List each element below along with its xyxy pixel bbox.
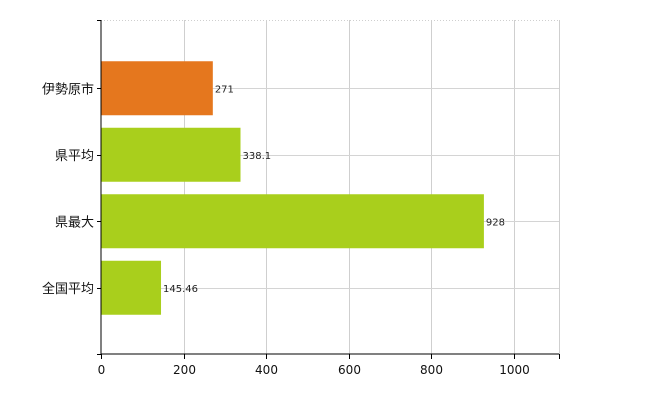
category-label-1: 県平均 <box>55 149 94 164</box>
category-label-2: 県最大 <box>55 215 94 230</box>
bar-2 <box>101 194 484 249</box>
ticks <box>97 20 560 359</box>
bar-0 <box>101 61 213 116</box>
category-label-0: 伊勢原市 <box>42 81 94 97</box>
category-label-3: 全国平均 <box>42 281 94 297</box>
x-tick-label-2: 400 <box>255 363 278 377</box>
bars <box>101 61 484 315</box>
x-tick-label-4: 800 <box>420 363 443 377</box>
data-label-2: 928 <box>486 217 505 228</box>
data-label-1: 338.1 <box>243 151 272 162</box>
x-tick-label-3: 600 <box>338 363 361 377</box>
x-tick-label-5: 1000 <box>499 363 530 377</box>
bar-1 <box>101 127 241 182</box>
gridlines <box>101 20 560 354</box>
x-tick-label-0: 0 <box>98 363 106 377</box>
labels: 271 伊勢原市 338.1 県平均 928 県最大 145.46 全国平均 0 200 400 60… <box>42 81 530 377</box>
data-label-3: 145.46 <box>163 284 198 295</box>
data-label-0: 271 <box>215 84 234 95</box>
bar-3 <box>101 260 162 315</box>
axes <box>100 20 559 355</box>
x-tick-label-1: 200 <box>173 363 196 377</box>
